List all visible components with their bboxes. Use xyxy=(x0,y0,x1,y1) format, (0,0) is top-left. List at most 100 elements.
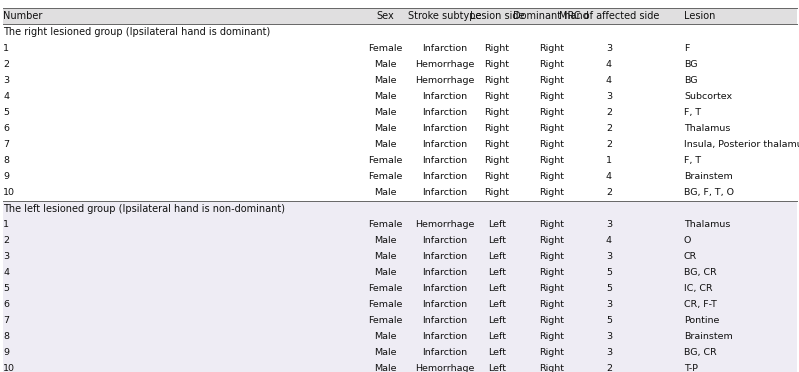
Text: BG: BG xyxy=(684,76,698,85)
Text: 2: 2 xyxy=(606,188,612,197)
Bar xyxy=(3,8,797,24)
Text: Right: Right xyxy=(539,44,564,53)
Text: BG, CR: BG, CR xyxy=(684,268,717,278)
Text: 6: 6 xyxy=(3,300,10,310)
Text: Right: Right xyxy=(484,44,510,53)
Text: Right: Right xyxy=(539,60,564,69)
Text: Right: Right xyxy=(484,60,510,69)
Text: Male: Male xyxy=(374,236,396,246)
Bar xyxy=(3,345,797,361)
Text: CR, F-T: CR, F-T xyxy=(684,300,717,310)
Text: 1: 1 xyxy=(606,156,612,165)
Text: 2: 2 xyxy=(606,140,612,149)
Text: Hemorrhage: Hemorrhage xyxy=(415,364,475,372)
Text: Female: Female xyxy=(368,44,403,53)
Text: Right: Right xyxy=(539,156,564,165)
Text: 4: 4 xyxy=(606,76,612,85)
Text: Infarction: Infarction xyxy=(423,236,467,246)
Text: Pontine: Pontine xyxy=(684,316,719,326)
Text: CR: CR xyxy=(684,252,698,262)
Text: Subcortex: Subcortex xyxy=(684,92,732,101)
Text: Infarction: Infarction xyxy=(423,44,467,53)
Text: 9: 9 xyxy=(3,348,10,357)
Text: Infarction: Infarction xyxy=(423,316,467,326)
Text: Male: Male xyxy=(374,268,396,278)
Text: 3: 3 xyxy=(606,348,612,357)
Text: BG: BG xyxy=(684,60,698,69)
Text: 10: 10 xyxy=(3,364,15,372)
Text: 5: 5 xyxy=(606,284,612,294)
Text: Right: Right xyxy=(484,108,510,117)
Bar xyxy=(3,329,797,345)
Text: Number: Number xyxy=(3,11,42,21)
Text: 5: 5 xyxy=(606,268,612,278)
Text: Infarction: Infarction xyxy=(423,332,467,341)
Bar xyxy=(3,153,797,169)
Text: 5: 5 xyxy=(3,108,10,117)
Text: Insula, Posterior thalamus: Insula, Posterior thalamus xyxy=(684,140,799,149)
Text: Left: Left xyxy=(488,252,506,262)
Text: Infarction: Infarction xyxy=(423,300,467,310)
Text: 2: 2 xyxy=(3,60,10,69)
Text: Right: Right xyxy=(484,156,510,165)
Text: Infarction: Infarction xyxy=(423,140,467,149)
Text: Stroke subtype: Stroke subtype xyxy=(408,11,482,21)
Bar xyxy=(3,281,797,297)
Bar xyxy=(3,265,797,281)
Text: Lesion: Lesion xyxy=(684,11,715,21)
Text: MRC of affected side: MRC of affected side xyxy=(559,11,659,21)
Text: Right: Right xyxy=(539,252,564,262)
Text: 4: 4 xyxy=(606,60,612,69)
Text: Right: Right xyxy=(539,300,564,310)
Text: IC, CR: IC, CR xyxy=(684,284,713,294)
Text: 4: 4 xyxy=(606,236,612,246)
Text: 4: 4 xyxy=(3,268,10,278)
Text: 3: 3 xyxy=(3,252,10,262)
Text: 3: 3 xyxy=(606,92,612,101)
Text: Right: Right xyxy=(484,188,510,197)
Text: 7: 7 xyxy=(3,140,10,149)
Text: Right: Right xyxy=(539,108,564,117)
Text: Left: Left xyxy=(488,364,506,372)
Text: Left: Left xyxy=(488,268,506,278)
Text: Right: Right xyxy=(484,172,510,181)
Text: F: F xyxy=(684,44,690,53)
Text: Right: Right xyxy=(539,316,564,326)
Bar xyxy=(3,73,797,89)
Text: Left: Left xyxy=(488,300,506,310)
Text: Brainstem: Brainstem xyxy=(684,172,733,181)
Text: The left lesioned group (Ipsilateral hand is non-dominant): The left lesioned group (Ipsilateral han… xyxy=(3,204,285,214)
Bar xyxy=(3,24,797,41)
Text: 5: 5 xyxy=(606,316,612,326)
Text: Male: Male xyxy=(374,252,396,262)
Bar xyxy=(3,121,797,137)
Text: Right: Right xyxy=(539,236,564,246)
Text: Hemorrhage: Hemorrhage xyxy=(415,60,475,69)
Text: The right lesioned group (Ipsilateral hand is dominant): The right lesioned group (Ipsilateral ha… xyxy=(3,28,270,37)
Text: 2: 2 xyxy=(606,124,612,133)
Text: Right: Right xyxy=(539,124,564,133)
Text: 4: 4 xyxy=(3,92,10,101)
Bar xyxy=(3,137,797,153)
Text: Left: Left xyxy=(488,284,506,294)
Bar xyxy=(3,313,797,329)
Text: Right: Right xyxy=(539,284,564,294)
Text: Male: Male xyxy=(374,92,396,101)
Text: O: O xyxy=(684,236,691,246)
Bar xyxy=(3,249,797,265)
Text: 2: 2 xyxy=(3,236,10,246)
Text: 8: 8 xyxy=(3,332,10,341)
Text: Left: Left xyxy=(488,332,506,341)
Text: 6: 6 xyxy=(3,124,10,133)
Text: Male: Male xyxy=(374,332,396,341)
Text: F, T: F, T xyxy=(684,108,701,117)
Text: Lesion side: Lesion side xyxy=(470,11,524,21)
Bar xyxy=(3,361,797,372)
Text: Sex: Sex xyxy=(376,11,394,21)
Text: Female: Female xyxy=(368,172,403,181)
Text: 7: 7 xyxy=(3,316,10,326)
Text: Right: Right xyxy=(539,188,564,197)
Text: Hemorrhage: Hemorrhage xyxy=(415,76,475,85)
Text: 3: 3 xyxy=(606,220,612,230)
Text: BG, CR: BG, CR xyxy=(684,348,717,357)
